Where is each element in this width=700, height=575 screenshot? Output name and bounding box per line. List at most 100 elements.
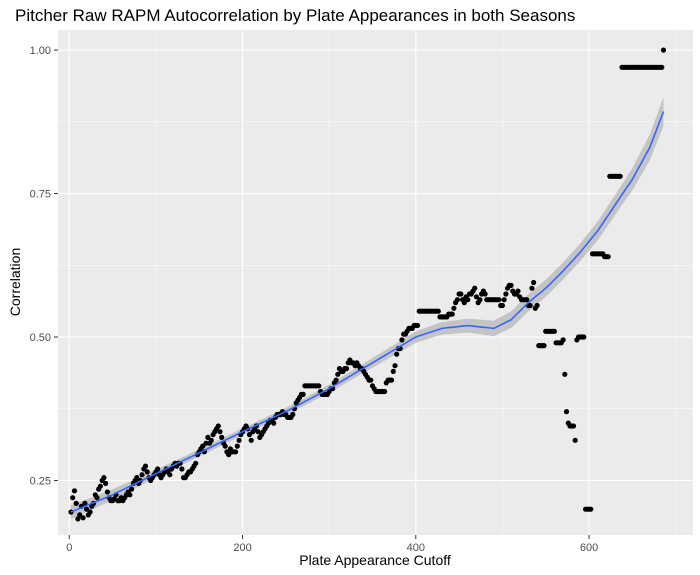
data-point — [394, 351, 400, 357]
data-point — [104, 489, 110, 495]
data-point — [87, 509, 93, 515]
chart-title: Pitcher Raw RAPM Autocorrelation by Plat… — [15, 6, 576, 25]
data-point — [316, 383, 322, 389]
plot-panel — [58, 30, 693, 535]
y-tick-label: 1.00 — [30, 45, 51, 57]
data-point — [205, 434, 211, 440]
data-point — [563, 409, 570, 415]
data-point — [84, 506, 90, 512]
data-point — [142, 463, 149, 469]
data-point — [368, 377, 374, 383]
data-point — [524, 297, 530, 303]
data-point — [200, 443, 206, 449]
y-tick-label: 0.25 — [30, 475, 51, 487]
data-point — [255, 429, 261, 435]
data-point — [208, 437, 214, 443]
data-point — [465, 297, 471, 303]
data-point — [581, 334, 587, 340]
data-point — [139, 472, 145, 478]
minor-gridlines — [58, 30, 693, 535]
y-tick-label: 0.75 — [30, 189, 51, 201]
major-gridlines — [58, 30, 693, 535]
data-point — [572, 437, 578, 443]
data-point — [193, 460, 199, 466]
data-point — [217, 429, 223, 435]
data-point — [236, 437, 242, 443]
y-tick-label: 0.50 — [30, 332, 51, 344]
data-point — [246, 432, 253, 438]
y-axis-ticks: 0.25 0.50 0.75 1.00 — [30, 45, 58, 487]
x-axis-ticks: 0 200 400 600 — [66, 535, 598, 554]
x-tick-label: 200 — [233, 542, 251, 554]
data-point — [333, 377, 339, 383]
data-point — [529, 285, 535, 291]
data-point — [659, 64, 665, 70]
data-point — [70, 495, 76, 501]
data-point — [560, 337, 566, 343]
x-tick-label: 600 — [580, 542, 598, 554]
data-point — [461, 300, 467, 306]
data-point — [473, 294, 479, 300]
data-point — [271, 420, 277, 426]
data-point — [127, 492, 133, 498]
smooth-line — [70, 111, 665, 513]
data-point — [477, 297, 483, 303]
data-point — [82, 500, 88, 506]
data-point — [101, 475, 107, 481]
x-tick-label: 0 — [66, 542, 72, 554]
data-point — [215, 423, 221, 429]
data-point — [531, 279, 537, 286]
data-point — [551, 328, 558, 334]
data-point — [97, 483, 103, 489]
data-point — [392, 363, 398, 369]
data-point — [335, 371, 341, 377]
data-point — [388, 377, 395, 383]
data-point — [534, 302, 540, 309]
data-point — [414, 322, 421, 329]
data-point — [562, 371, 568, 377]
data-point — [399, 337, 405, 343]
data-point — [219, 434, 225, 440]
data-point — [458, 291, 464, 297]
data-point — [134, 475, 140, 481]
data-point — [660, 47, 667, 53]
data-point — [503, 291, 509, 297]
data-point — [71, 488, 78, 494]
data-point — [449, 311, 455, 317]
data-point — [233, 449, 239, 455]
data-point — [588, 506, 594, 512]
data-point — [451, 305, 457, 311]
data-point — [103, 480, 109, 486]
data-point — [248, 437, 254, 443]
data-point — [94, 495, 100, 501]
data-point — [222, 443, 228, 449]
data-point — [508, 282, 514, 288]
data-point — [300, 391, 306, 397]
data-point — [515, 288, 521, 294]
data-point — [167, 472, 173, 478]
y-axis-title: Correlation — [7, 248, 23, 316]
data-point — [454, 297, 460, 303]
data-point — [390, 368, 396, 374]
data-point — [80, 515, 86, 521]
x-axis-title: Plate Appearance Cutoff — [299, 552, 451, 568]
data-points — [68, 47, 667, 522]
data-point — [499, 302, 505, 309]
data-point — [482, 291, 488, 297]
data-point — [617, 173, 623, 179]
data-point — [155, 466, 161, 472]
data-point — [290, 411, 296, 418]
data-point — [605, 254, 611, 260]
smooth-curve — [70, 111, 665, 513]
data-point — [435, 308, 441, 314]
data-point — [226, 452, 232, 458]
data-point — [527, 302, 533, 309]
data-point — [77, 512, 83, 518]
data-point — [501, 297, 507, 303]
data-point — [343, 366, 350, 372]
data-point — [472, 285, 478, 291]
data-point — [144, 469, 150, 475]
data-point — [496, 297, 502, 303]
data-point — [179, 466, 185, 472]
